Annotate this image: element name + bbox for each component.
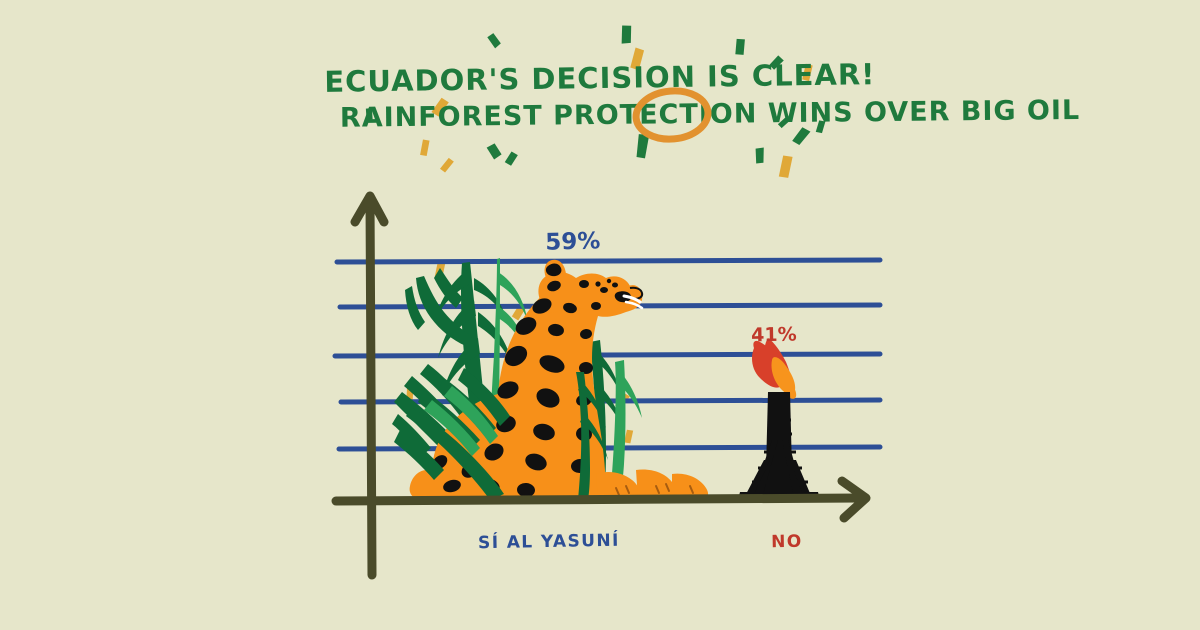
headline-line-2: RAINFOREST PROTECTION WINS OVER BIG OIL (340, 95, 1081, 134)
fern-icon-right-2 (610, 360, 642, 498)
headline-part-2: OVER BIG OIL (853, 95, 1080, 128)
fern-icon-left (405, 268, 472, 346)
value-label-no: 41% (751, 324, 797, 347)
highlight-circle-icon (632, 87, 712, 143)
value-label-si: 59% (545, 228, 601, 255)
jaguar-claws (615, 483, 694, 496)
palm-front-right-icon (576, 372, 608, 500)
jaguar-face (622, 286, 644, 310)
x-axis-arrow-icon (837, 476, 871, 523)
derrick-crossbeams (752, 404, 808, 484)
x-axis (331, 493, 865, 506)
category-label-no: NO (771, 532, 803, 553)
y-axis-arrow-icon (350, 191, 389, 227)
headline-highlight-word: WINS (768, 97, 854, 129)
category-label-si: SÍ AL YASUNÍ (478, 529, 620, 553)
confetti-green (365, 25, 826, 166)
derrick-flame-icon (752, 338, 797, 399)
headline-line-1: ECUADOR'S DECISION IS CLEAR! (324, 57, 876, 99)
fern-front-icon-2 (424, 386, 498, 456)
y-axis (365, 195, 377, 580)
